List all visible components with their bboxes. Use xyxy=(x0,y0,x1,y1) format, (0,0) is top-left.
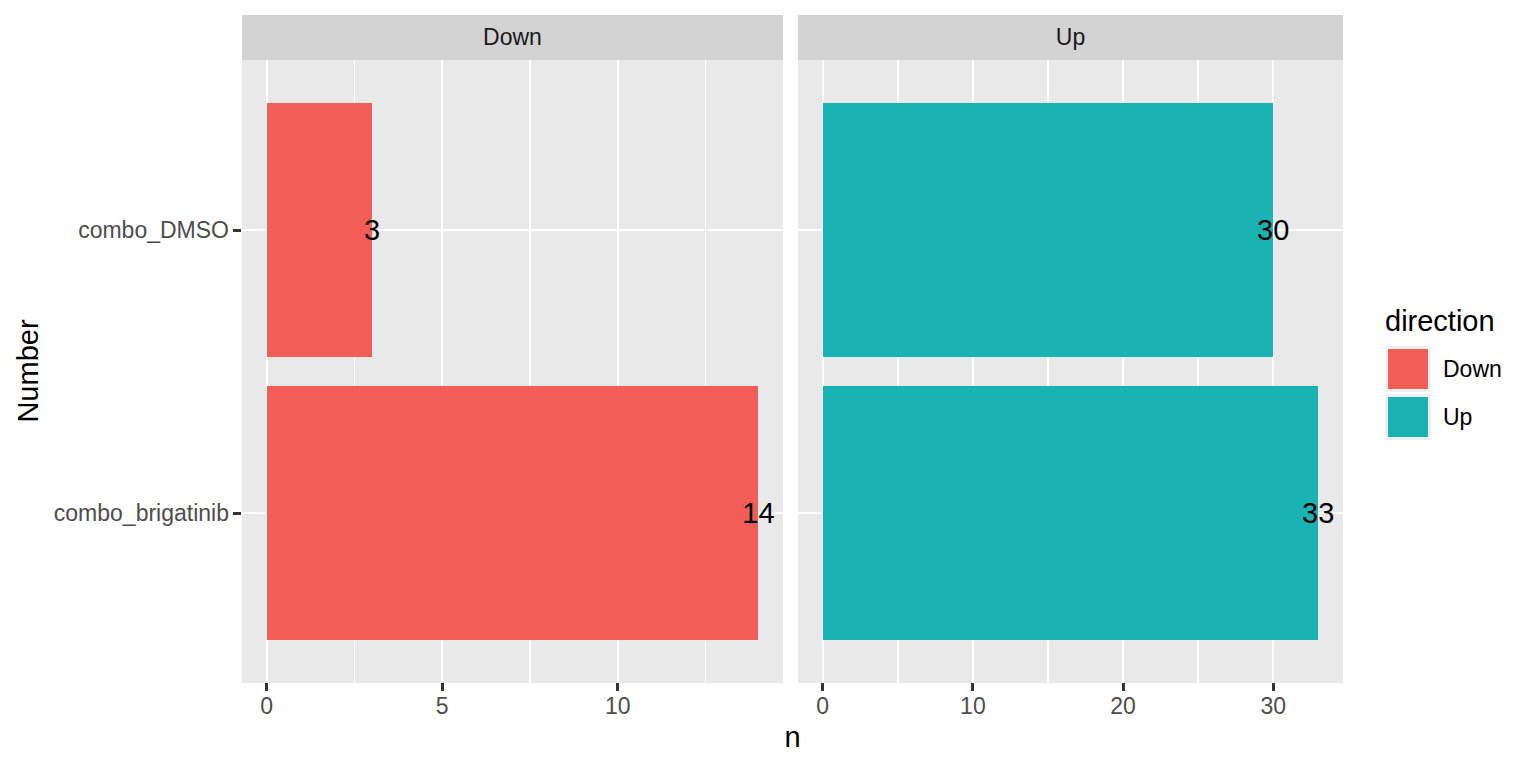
x-tick-label: 10 xyxy=(933,694,1013,718)
x-tick-mark xyxy=(265,683,268,691)
bar-value-label: 3 xyxy=(364,215,380,245)
x-tick-mark xyxy=(1272,683,1275,691)
bar-down-combo_DMSO xyxy=(267,103,372,357)
x-tick-mark xyxy=(1122,683,1125,691)
x-tick-mark xyxy=(616,683,619,691)
x-tick-mark xyxy=(441,683,444,691)
facet-strip-down: Down xyxy=(242,15,783,60)
x-tick-label: 10 xyxy=(578,694,658,718)
y-axis-title: Number xyxy=(13,271,43,471)
bar-down-combo_brigatinib xyxy=(267,386,759,640)
facet-panel-down: 3 14 xyxy=(242,60,783,683)
facet-panel-up: 30 33 xyxy=(798,60,1343,683)
x-tick-label: 20 xyxy=(1083,694,1163,718)
facet-strip-label: Up xyxy=(1056,24,1085,51)
bar-up-combo_brigatinib xyxy=(823,386,1318,640)
bar-value-label: 14 xyxy=(742,498,774,528)
facet-strip-up: Up xyxy=(798,15,1343,60)
legend-key-fill-down xyxy=(1388,349,1428,389)
bar-up-combo_DMSO xyxy=(823,103,1273,357)
legend-key xyxy=(1385,394,1431,440)
x-tick-label: 0 xyxy=(227,694,307,718)
x-tick-mark xyxy=(821,683,824,691)
bar-value-label: 33 xyxy=(1302,498,1334,528)
legend-key xyxy=(1385,346,1431,392)
legend-entry-label: Up xyxy=(1443,405,1472,429)
x-tick-label: 0 xyxy=(783,694,863,718)
x-tick-label: 30 xyxy=(1233,694,1313,718)
facet-strip-label: Down xyxy=(483,24,542,51)
faceted-bar-chart: Number n direction Down 3 14 0 5 10 Up 30 33 0 10 2… xyxy=(0,0,1536,768)
x-tick-label: 5 xyxy=(402,694,482,718)
bar-value-label: 30 xyxy=(1257,215,1289,245)
x-tick-mark xyxy=(971,683,974,691)
legend-entry-label: Down xyxy=(1443,357,1502,381)
legend-key-fill-up xyxy=(1388,397,1428,437)
y-tick-mark xyxy=(233,512,241,515)
x-axis-title: n xyxy=(242,722,1343,752)
y-axis-category-label: combo_brigatinib xyxy=(29,500,229,526)
y-axis-category-label: combo_DMSO xyxy=(29,217,229,243)
y-tick-mark xyxy=(233,229,241,232)
legend-title: direction xyxy=(1385,306,1495,336)
